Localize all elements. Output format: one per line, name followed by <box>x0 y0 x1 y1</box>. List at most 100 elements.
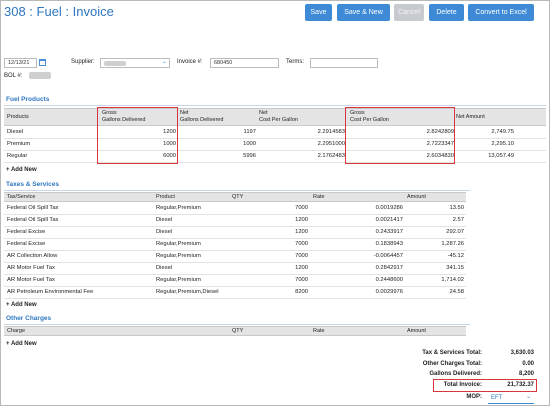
mop-select[interactable]: EFT <box>488 394 534 404</box>
save-and-new-button[interactable]: Save & New <box>337 4 390 21</box>
tax-amount: 2.57 <box>452 217 464 223</box>
fuel-products-header: Products Gross Gallons Delivered Net Gal… <box>4 108 546 126</box>
mop-label: MOP: <box>466 394 482 400</box>
supplier-select[interactable] <box>100 58 170 68</box>
fuel-net-gallons: 1000 <box>243 141 256 147</box>
chevron-down-icon[interactable]: ⌄ <box>526 394 532 400</box>
fuel-row[interactable]: Regular 6000 5996 2.1762483 2.6034830 13… <box>4 151 546 163</box>
tax-service: AR Collection Allow <box>7 253 58 259</box>
tax-service: Federal Excise <box>7 229 46 235</box>
col-tax-qty: QTY <box>232 194 244 200</box>
tax-qty: 1200 <box>295 217 308 223</box>
tax-product: Regular,Premium <box>156 205 201 211</box>
tax-qty: 1200 <box>295 265 308 271</box>
tax-row[interactable]: AR Motor Fuel Tax Diesel 1200 0.2842917 … <box>4 263 466 275</box>
gallons-delivered-label: Gallons Delivered: <box>429 371 482 377</box>
other-charges-total-value: 0.00 <box>522 361 534 367</box>
tax-row[interactable]: Federal Oil Spill Tax Diesel 1200 0.0021… <box>4 215 466 227</box>
tax-product: Regular,Premium,Diesel <box>156 289 219 295</box>
fuel-products-divider <box>4 105 546 106</box>
fuel-product: Diesel <box>7 129 24 135</box>
col-tax-product: Product <box>156 194 175 200</box>
tax-qty: 1200 <box>295 229 308 235</box>
supplier-label: Supplier: <box>71 59 95 65</box>
date-input[interactable]: 12/13/21 <box>4 58 37 68</box>
other-charges-total-label: Other Charges Total: <box>422 361 482 367</box>
col-net-gallons-1: Net <box>180 110 189 116</box>
tax-service: Federal Oil Spill Tax <box>7 217 59 223</box>
delete-button[interactable]: Delete <box>429 4 464 21</box>
tax-service: AR Motor Fuel Tax <box>7 277 55 283</box>
tax-product: Diesel <box>156 265 173 271</box>
tax-qty: 7000 <box>295 205 308 211</box>
calendar-icon[interactable] <box>39 59 46 66</box>
tax-product: Diesel <box>156 217 173 223</box>
tax-service: Federal Excise <box>7 241 46 247</box>
fuel-gross-gallons: 6000 <box>163 153 176 159</box>
other-charges-divider <box>4 324 470 325</box>
gross-gallons-highlight <box>97 107 178 164</box>
tax-row[interactable]: Federal Excise Diesel 1200 0.2433917 292… <box>4 227 466 239</box>
total-invoice-label: Total Invoice: <box>443 382 482 388</box>
other-charges-add-new-link[interactable]: + Add New <box>6 341 37 347</box>
fuel-gross-cost: 2.6034830 <box>426 153 454 159</box>
fuel-product: Regular <box>7 153 28 159</box>
tax-rate: 0.2433917 <box>375 229 403 235</box>
fuel-net-cost: 2.2951000 <box>317 141 345 147</box>
save-button[interactable]: Save <box>305 4 332 21</box>
mop-value: EFT <box>491 395 503 401</box>
tax-rate: 0.1838943 <box>375 241 403 247</box>
cancel-button[interactable]: Cancel <box>394 4 424 21</box>
tax-qty: 7000 <box>295 241 308 247</box>
invoice-number-input[interactable]: 680450 <box>210 58 279 68</box>
taxes-divider <box>4 190 470 191</box>
supplier-redacted <box>104 60 126 66</box>
tax-service: AR Petroleum Environmental Fee <box>7 289 94 295</box>
col-net-gallons-2: Gallons Delivered <box>180 117 224 123</box>
terms-input[interactable] <box>310 58 378 68</box>
convert-to-excel-button[interactable]: Convert to Excel <box>468 4 534 21</box>
col-charge-rate: Rate <box>313 328 325 334</box>
total-invoice-highlight <box>433 379 537 392</box>
col-gross-cost-2: Cost Per Gallon <box>350 117 389 123</box>
tax-service: Federal Oil Spill Tax <box>7 205 59 211</box>
tax-amount: 292.07 <box>446 229 464 235</box>
fuel-net-cost: 2.1762483 <box>317 153 345 159</box>
fuel-net-amount: 2,295.10 <box>491 141 514 147</box>
fuel-row[interactable]: Premium 1000 1000 2.2951000 2.7223347 2,… <box>4 139 546 151</box>
tax-amount: 1,287.26 <box>441 241 464 247</box>
fuel-gross-gallons: 1200 <box>163 129 176 135</box>
fuel-net-cost: 2.2914583 <box>317 129 345 135</box>
bol-redacted-value <box>29 72 51 79</box>
tax-row[interactable]: AR Petroleum Environmental Fee Regular,P… <box>4 287 466 299</box>
tax-rate: 0.0021417 <box>375 217 403 223</box>
fuel-add-new-link[interactable]: + Add New <box>6 167 37 173</box>
chevron-down-icon[interactable]: ⌄ <box>162 59 168 65</box>
tax-row[interactable]: AR Motor Fuel Tax Regular,Premium 7000 0… <box>4 275 466 287</box>
tax-row[interactable]: Federal Excise Regular,Premium 7000 0.18… <box>4 239 466 251</box>
tax-row[interactable]: Federal Oil Spill Tax Regular,Premium 70… <box>4 203 466 215</box>
gallons-delivered-value: 8,200 <box>518 371 534 377</box>
fuel-gross-cost: 2.7223347 <box>426 141 454 147</box>
col-charge-qty: QTY <box>232 328 244 334</box>
tax-rate: -0.0064457 <box>373 253 403 259</box>
tax-amount: 1,714.02 <box>441 277 464 283</box>
bol-label: BOL #: <box>4 73 23 79</box>
fuel-net-gallons: 5996 <box>243 153 256 159</box>
col-tax-amount: Amount <box>407 194 426 200</box>
col-gross-gallons-1: Gross <box>102 110 117 116</box>
fuel-row[interactable]: Diesel 1200 1197 2.2914583 2.8242809 2,7… <box>4 127 546 139</box>
fuel-product: Premium <box>7 141 31 147</box>
tax-qty: 7000 <box>295 277 308 283</box>
tax-rate: 0.0029976 <box>375 289 403 295</box>
col-gross-cost-1: Gross <box>350 110 365 116</box>
taxes-add-new-link[interactable]: + Add New <box>6 302 37 308</box>
tax-product: Regular,Premium <box>156 277 201 283</box>
tax-services-total-value: 3,630.03 <box>510 350 534 356</box>
tax-rate: 0.0019286 <box>375 205 403 211</box>
col-gross-gallons-2: Gallons Delivered <box>102 117 146 123</box>
tax-row[interactable]: AR Collection Allow Regular,Premium 7000… <box>4 251 466 263</box>
fuel-net-gallons: 1197 <box>243 129 256 135</box>
page-title: 308 : Fuel : Invoice <box>4 4 114 19</box>
tax-product: Regular,Premium <box>156 253 201 259</box>
